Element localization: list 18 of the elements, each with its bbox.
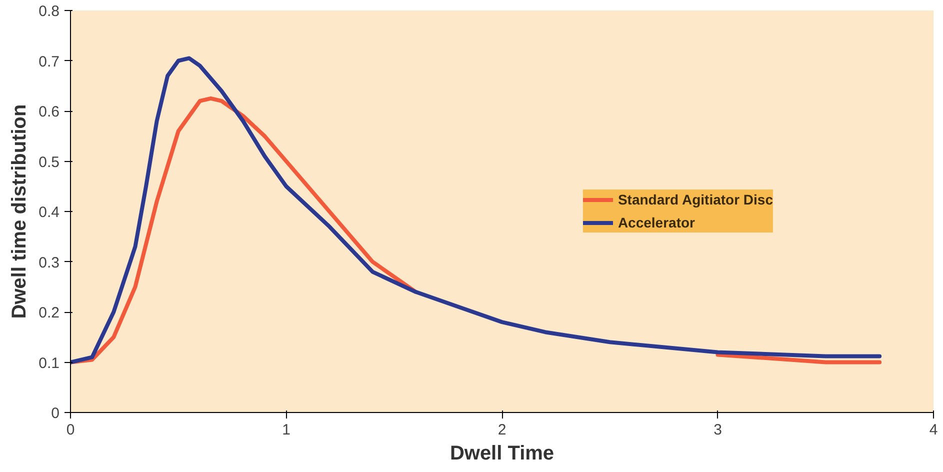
x-tick-label: 0 [66, 422, 75, 438]
y-axis-title: Dwell time distribution [8, 104, 31, 319]
y-tick-label: 0.1 [38, 354, 60, 372]
y-tick-label: 0 [51, 405, 60, 422]
y-tick-label: 0.3 [38, 254, 60, 272]
y-tick-label: 0.6 [38, 104, 60, 120]
x-tick-label: 4 [929, 422, 938, 438]
y-tick-label: 0.5 [38, 154, 60, 171]
legend-label: Standard Agitiator Disc [618, 192, 773, 208]
y-tick-label: 0.8 [38, 3, 60, 20]
x-tick-label: 3 [714, 422, 722, 438]
y-tick-label: 0.7 [38, 53, 60, 70]
x-tick-label: 1 [282, 422, 290, 438]
y-tick-label: 0.4 [38, 204, 60, 221]
y-tick-label: 0.2 [38, 304, 60, 322]
legend-label: Accelerator [618, 214, 695, 230]
x-axis-title: Dwell Time [450, 442, 554, 464]
x-tick-label: 2 [498, 422, 506, 438]
